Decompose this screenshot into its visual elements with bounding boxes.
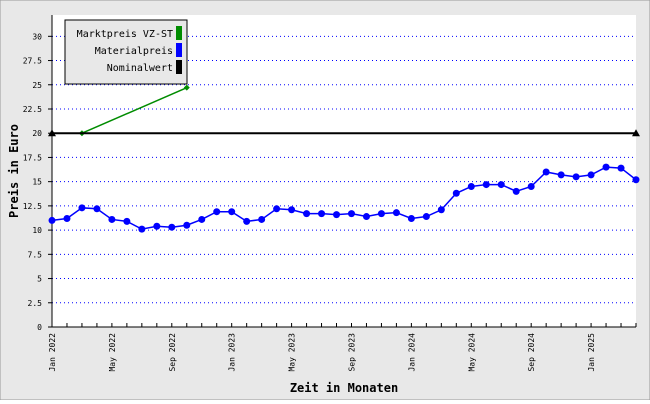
x-tick-label: Jan 2023 — [228, 333, 237, 372]
x-axis-title: Zeit in Monaten — [290, 381, 398, 395]
marker — [393, 209, 400, 216]
marker — [483, 181, 490, 188]
marker — [453, 190, 460, 197]
marker — [438, 206, 445, 213]
legend-label: Materialpreis — [95, 46, 173, 57]
y-tick-label: 7.5 — [28, 250, 43, 259]
marker — [198, 216, 205, 223]
marker — [333, 211, 340, 218]
marker — [49, 217, 56, 224]
marker — [408, 215, 415, 222]
marker — [573, 173, 580, 180]
marker — [288, 206, 295, 213]
marker — [153, 223, 160, 230]
marker — [93, 205, 100, 212]
marker — [498, 181, 505, 188]
x-tick-label: Jan 2025 — [587, 333, 596, 372]
marker — [543, 168, 550, 175]
y-tick-label: 0 — [37, 323, 42, 332]
x-tick-label: Sep 2022 — [168, 333, 177, 372]
marker — [588, 171, 595, 178]
marker — [378, 210, 385, 217]
y-tick-label: 17.5 — [23, 153, 42, 162]
y-tick-label: 12.5 — [23, 202, 42, 211]
marker — [138, 226, 145, 233]
marker — [183, 222, 190, 229]
marker — [228, 208, 235, 215]
y-tick-label: 22.5 — [23, 105, 42, 114]
y-axis-title: Preis in Euro — [7, 124, 21, 218]
legend-swatch — [176, 43, 182, 57]
x-tick-label: Jan 2022 — [48, 333, 57, 372]
marker — [363, 213, 370, 220]
marker — [603, 164, 610, 171]
legend-swatch — [176, 26, 182, 40]
y-tick-label: 20 — [32, 129, 42, 138]
marker — [63, 215, 70, 222]
marker — [108, 216, 115, 223]
marker — [213, 208, 220, 215]
y-tick-label: 2.5 — [28, 299, 43, 308]
x-tick-label: May 2023 — [288, 333, 297, 372]
marker — [423, 213, 430, 220]
marker — [348, 210, 355, 217]
x-tick-label: Jan 2024 — [407, 333, 416, 372]
x-tick-label: May 2024 — [467, 333, 476, 372]
marker — [558, 171, 565, 178]
legend-label: Marktpreis VZ-ST — [77, 29, 173, 40]
marker — [258, 216, 265, 223]
y-tick-label: 25 — [32, 81, 42, 90]
marker — [513, 188, 520, 195]
marker — [123, 218, 130, 225]
x-tick-label: Sep 2023 — [347, 333, 356, 372]
y-tick-label: 27.5 — [23, 57, 42, 66]
marker — [528, 183, 535, 190]
marker — [318, 210, 325, 217]
x-tick-label: Sep 2024 — [527, 333, 536, 372]
marker — [78, 204, 85, 211]
y-tick-label: 30 — [32, 32, 42, 41]
marker — [468, 183, 475, 190]
marker — [633, 176, 640, 183]
marker — [273, 205, 280, 212]
marker — [303, 210, 310, 217]
legend-label: Nominalwert — [107, 63, 173, 74]
marker — [618, 165, 625, 172]
y-tick-label: 5 — [37, 275, 42, 284]
y-tick-label: 10 — [32, 226, 42, 235]
marker — [168, 224, 175, 231]
marker — [243, 218, 250, 225]
legend-swatch — [176, 60, 182, 74]
x-tick-label: May 2022 — [108, 333, 117, 372]
y-tick-label: 15 — [32, 178, 42, 187]
